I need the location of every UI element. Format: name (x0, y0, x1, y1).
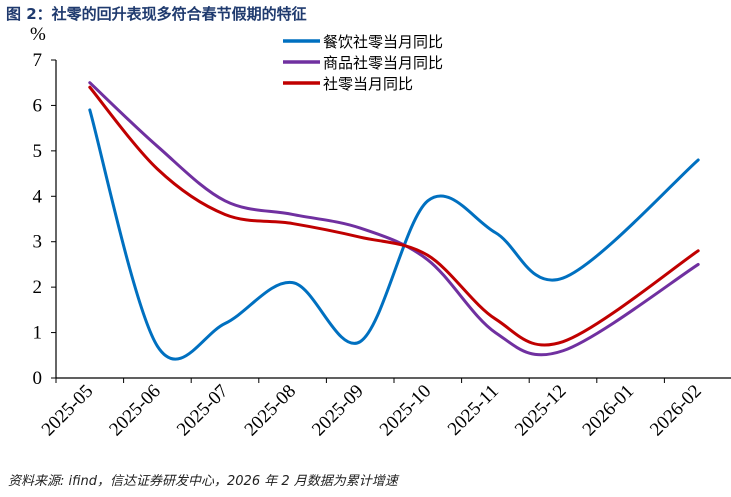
x-tick-label: 2025-06 (105, 381, 165, 441)
series-line-3 (88, 85, 700, 347)
y-tick-label: 0 (33, 368, 43, 389)
y-tick-label: 7 (33, 50, 43, 71)
x-tick-label: 2025-07 (173, 381, 233, 441)
y-tick-label: 6 (33, 95, 43, 116)
y-tick-label: 4 (33, 186, 43, 207)
x-tick-label: 2025-05 (38, 381, 98, 441)
y-tick-label: 1 (33, 323, 43, 344)
legend-label: 餐饮社零当月同比 (323, 33, 443, 51)
source-note: 资料来源: ifind，信达证券研发中心，2026 年 2 月数据为累计增速 (8, 474, 398, 489)
x-tick-label: 2025-11 (444, 381, 503, 440)
y-tick-label: 5 (33, 141, 43, 162)
series-line-2 (88, 81, 700, 357)
series-lines (88, 81, 700, 361)
x-tick-label: 2026-02 (646, 381, 706, 441)
y-tick-label: 3 (33, 232, 43, 253)
chart-title: 图 2：社零的回升表现多符合春节假期的特征 (6, 5, 307, 23)
legend-label: 商品社零当月同比 (323, 54, 443, 72)
x-tick-label: 2025-08 (241, 381, 301, 441)
x-tick-label: 2025-09 (308, 381, 368, 441)
x-tick-label: 2025-10 (376, 381, 436, 441)
series-line-1 (88, 108, 700, 361)
y-axis-unit: % (30, 24, 46, 45)
x-tick-label: 2025-12 (511, 381, 571, 441)
y-tick-label: 2 (33, 277, 43, 298)
x-tick-label: 2026-01 (579, 381, 639, 441)
legend-label: 社零当月同比 (323, 75, 413, 93)
